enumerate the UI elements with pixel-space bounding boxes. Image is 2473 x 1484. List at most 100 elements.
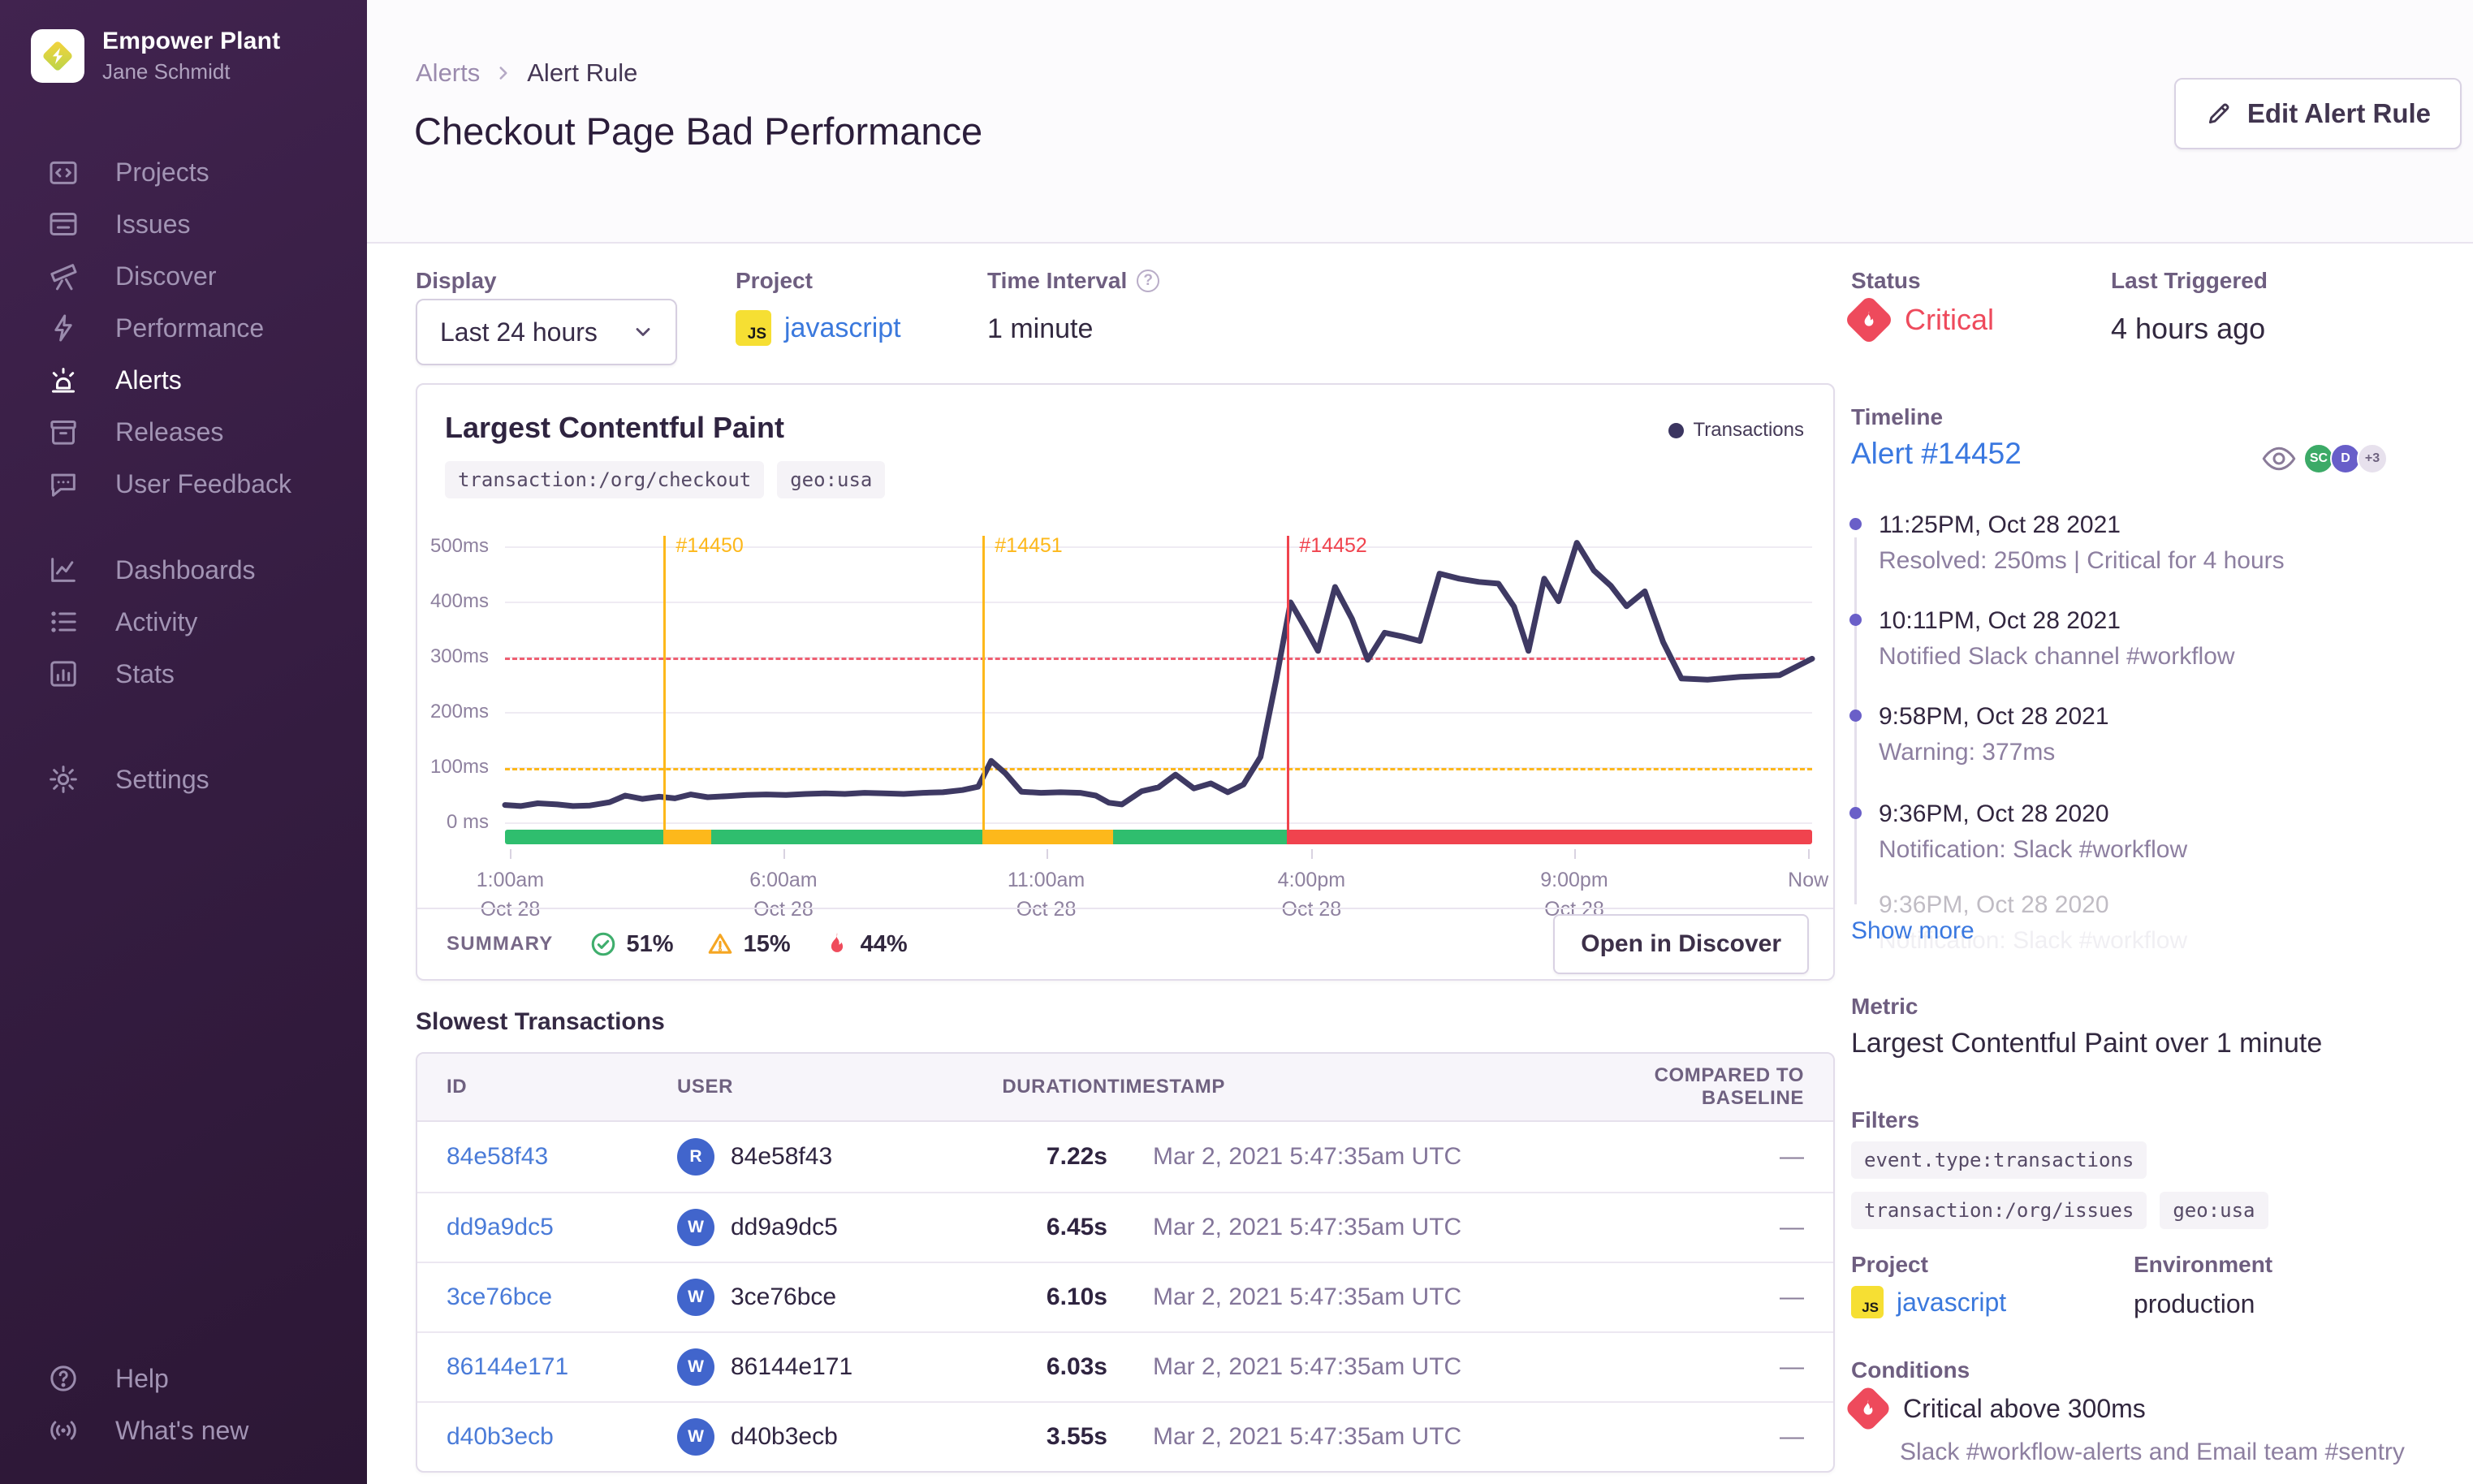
alert-status-strip (505, 830, 1812, 844)
sidebar-item-issues[interactable]: Issues (0, 198, 367, 250)
timeline-entry-time: 9:58PM, Oct 28 2021 (1879, 703, 2109, 730)
timeline-dot (1849, 710, 1862, 722)
incident-line-14452[interactable] (1287, 536, 1290, 844)
sidebar-item-activity[interactable]: Activity (0, 596, 367, 648)
breadcrumb-alerts[interactable]: Alerts (416, 58, 481, 87)
activity-icon (47, 606, 80, 638)
sidebar-item-label: Discover (115, 261, 217, 291)
viewer-avatar: SC (2303, 443, 2334, 474)
baseline-value: — (1780, 1283, 1804, 1310)
conditions-label: Conditions (1851, 1357, 1970, 1383)
org-name: Empower Plant (102, 28, 281, 54)
chart-tag-list: transaction:/org/checkout geo:usa (445, 461, 886, 498)
timestamp-value: Mar 2, 2021 5:47:35am UTC (1153, 1423, 1462, 1450)
breadcrumb-alert-rule: Alert Rule (527, 58, 638, 87)
help-tooltip-icon[interactable]: ? (1137, 270, 1160, 292)
time-interval-value: 1 minute (987, 313, 1094, 344)
org-logo-icon (31, 29, 84, 83)
status-segment-ok (505, 830, 665, 844)
transaction-id-link[interactable]: 84e58f43 (447, 1143, 549, 1170)
alerts-icon (47, 364, 80, 396)
sidebar-nav: Projects Issues Discover Performance Alerts R… (0, 146, 367, 805)
baseline-value: — (1780, 1143, 1804, 1170)
incident-line-14450[interactable] (663, 536, 667, 844)
rail-project-link[interactable]: JS javascript (1851, 1286, 2006, 1318)
viewer-avatar: +3 (2357, 443, 2388, 474)
environment-label: Environment (2134, 1252, 2273, 1277)
user-cell: R 84e58f43 (677, 1138, 921, 1176)
last-triggered-label: Last Triggered (2111, 268, 2268, 293)
transaction-id-link[interactable]: 86144e171 (447, 1353, 569, 1380)
metric-value: Largest Contentful Paint over 1 minute (1851, 1028, 2323, 1059)
sidebar-item-help[interactable]: Help (0, 1352, 367, 1404)
sidebar-item-projects[interactable]: Projects (0, 146, 367, 198)
condition-title: Critical above 300ms (1903, 1393, 2146, 1423)
sidebar-item-label: User Feedback (115, 468, 291, 498)
sidebar-item-settings[interactable]: Settings (0, 753, 367, 805)
table-row: 84e58f43 R 84e58f43 7.22s Mar 2, 2021 5:47:3… (417, 1122, 1833, 1192)
sidebar-item-releases[interactable]: Releases (0, 406, 367, 458)
transaction-id-link[interactable]: d40b3ecb (447, 1423, 554, 1450)
sidebar-item-performance[interactable]: Performance (0, 302, 367, 354)
table-row: 3ce76bce W 3ce76bce 6.10s Mar 2, 2021 5:47:3… (417, 1262, 1833, 1331)
sidebar-item-discover[interactable]: Discover (0, 250, 367, 302)
show-more-link[interactable]: Show more (1851, 917, 1975, 944)
alert-number-link[interactable]: Alert #14452 (1851, 437, 2022, 470)
timeline-entry-text: Warning: 377ms (1879, 739, 2056, 766)
user-avatar: W (677, 1279, 714, 1316)
duration-value: 6.03s (1046, 1353, 1107, 1380)
status-segment-warning (983, 830, 1113, 844)
y-axis-tick-label: 400ms (429, 590, 489, 612)
timeline-dot (1849, 807, 1862, 819)
sidebar-item-alerts[interactable]: Alerts (0, 354, 367, 406)
sidebar-footer-nav: Help What's new (0, 1352, 367, 1456)
timeline-entry-time: 10:11PM, Oct 28 2021 (1879, 607, 2121, 634)
column-header-timestamp: TIMESTAMP (1107, 1076, 1225, 1098)
user-avatar: W (677, 1209, 714, 1246)
projects-icon (47, 156, 80, 188)
timestamp-value: Mar 2, 2021 5:47:35am UTC (1153, 1283, 1462, 1310)
org-switcher[interactable]: Empower Plant Jane Schmidt (31, 28, 280, 84)
x-axis-tick-label: 11:00am Oct 28 (1007, 869, 1085, 921)
sidebar-item-label: Performance (115, 313, 265, 343)
sidebar-item-label: Settings (115, 764, 209, 794)
metric-label: Metric (1851, 994, 1918, 1019)
timestamp-value: Mar 2, 2021 5:47:35am UTC (1153, 1214, 1462, 1240)
transaction-id-link[interactable]: dd9a9dc5 (447, 1214, 554, 1240)
legend-dot-icon (1668, 422, 1684, 438)
discover-icon (47, 260, 80, 292)
project-link[interactable]: JS javascript (736, 310, 901, 346)
baseline-value: — (1780, 1423, 1804, 1450)
incident-label: #14452 (1299, 534, 1367, 557)
column-header-compared-to-baseline: COMPARED TO BASELINE (1654, 1064, 1804, 1109)
edit-alert-rule-button[interactable]: Edit Alert Rule (2173, 78, 2462, 149)
timeline-entry-text: Resolved: 250ms | Critical for 4 hours (1879, 547, 2285, 574)
transaction-id-link[interactable]: 3ce76bce (447, 1283, 553, 1310)
sidebar-item-stats[interactable]: Stats (0, 648, 367, 700)
incident-line-14451[interactable] (982, 536, 986, 844)
lcp-chart-card: Largest Contentful Paint Transactions tr… (416, 383, 1835, 981)
sidebar-item-user-feedback[interactable]: User Feedback (0, 458, 367, 510)
table-header-row: ID USER DURATION TIMESTAMP COMPARED TO BASEL… (417, 1054, 1833, 1122)
user-feedback-icon (47, 468, 80, 500)
sidebar-item-label: Dashboards (115, 554, 256, 585)
display-range-dropdown[interactable]: Last 24 hours (416, 299, 677, 365)
sidebar-item-dashboards[interactable]: Dashboards (0, 544, 367, 596)
lcp-line-chart (502, 540, 1815, 824)
performance-icon (47, 312, 80, 344)
chart-legend[interactable]: Transactions (1668, 419, 1804, 442)
sidebar-item-what-s-new[interactable]: What's new (0, 1404, 367, 1456)
pencil-icon (2208, 103, 2229, 124)
environment-value: production (2134, 1289, 2255, 1318)
summary-stat-good: 51% (589, 930, 674, 958)
summary-stat-warning: 15% (706, 930, 791, 958)
timeline-entry-time: 11:25PM, Oct 28 2021 (1879, 511, 2121, 538)
javascript-platform-icon: JS (736, 310, 771, 346)
table-row: 86144e171 W 86144e171 6.03s Mar 2, 2021 5:47… (417, 1331, 1833, 1401)
chevron-down-icon (636, 328, 650, 336)
slowest-transactions-table: ID USER DURATION TIMESTAMP COMPARED TO BASEL… (416, 1052, 1835, 1473)
open-in-discover-button[interactable]: Open in Discover (1553, 914, 1809, 974)
